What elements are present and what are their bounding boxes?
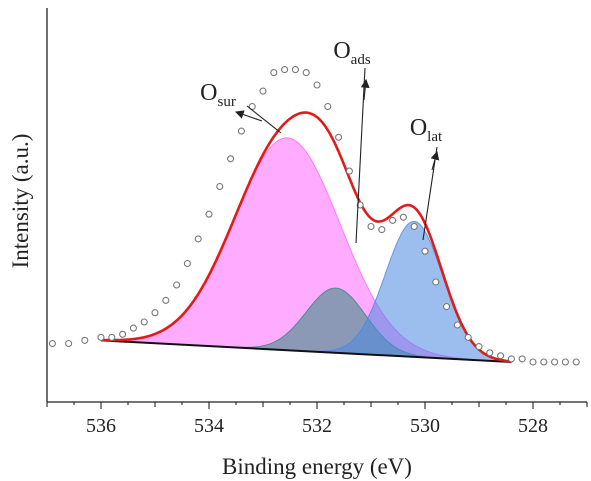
annotation-sub: ads bbox=[351, 52, 371, 68]
raw-data-point bbox=[162, 296, 170, 304]
fit-lines bbox=[100, 111, 512, 363]
raw-data-point bbox=[183, 259, 191, 268]
raw-data-point bbox=[378, 226, 386, 234]
raw-data-point bbox=[291, 66, 299, 74]
raw-data-point bbox=[237, 127, 245, 135]
baseline-line bbox=[100, 339, 512, 363]
raw-data-point bbox=[443, 303, 451, 311]
annotation-main: O bbox=[200, 80, 217, 106]
annotation-arrow-lat bbox=[422, 146, 438, 241]
x-tick-label: 528 bbox=[518, 415, 548, 437]
annotation-arrowhead-lat bbox=[430, 150, 440, 171]
raw-data-point bbox=[529, 358, 537, 366]
raw-data-point bbox=[281, 66, 289, 74]
y-axis-title: Intensity (a.u.) bbox=[8, 134, 33, 269]
raw-data-point bbox=[432, 278, 440, 286]
annotation-arrow-sur bbox=[246, 105, 282, 134]
raw-data-point bbox=[270, 69, 278, 77]
raw-data-point bbox=[464, 333, 472, 341]
raw-data-point bbox=[399, 213, 407, 221]
raw-data-point bbox=[302, 69, 310, 77]
raw-data-point bbox=[507, 355, 515, 363]
x-tick-label: 532 bbox=[302, 415, 332, 437]
raw-data-point bbox=[129, 324, 137, 332]
raw-data-point bbox=[194, 235, 202, 243]
annotation-arrowhead-ads bbox=[360, 78, 370, 101]
raw-data-point bbox=[259, 87, 267, 95]
raw-data-point bbox=[108, 333, 116, 341]
raw-data-point bbox=[216, 182, 224, 191]
raw-data-point bbox=[486, 349, 494, 357]
raw-data-point bbox=[475, 343, 483, 351]
raw-data-point bbox=[313, 81, 321, 89]
raw-data-point bbox=[324, 102, 332, 111]
raw-data-point bbox=[97, 333, 105, 341]
raw-data-points bbox=[48, 66, 580, 366]
raw-data-point bbox=[81, 336, 89, 344]
raw-data-point bbox=[335, 133, 343, 141]
annotation-main: O bbox=[333, 38, 350, 64]
x-axis-title: Binding energy (eV) bbox=[222, 454, 412, 479]
raw-data-point bbox=[410, 222, 418, 231]
raw-data-point bbox=[173, 281, 181, 289]
raw-data-point bbox=[345, 167, 353, 175]
annotation-sub: sur bbox=[218, 94, 236, 110]
annotation-label-ads: Oads bbox=[333, 38, 371, 68]
x-tick-label: 534 bbox=[194, 415, 224, 437]
raw-data-point bbox=[140, 318, 148, 326]
x-tick-label: 530 bbox=[410, 415, 440, 437]
raw-data-point bbox=[48, 339, 56, 348]
fit-envelope-line bbox=[101, 111, 512, 363]
raw-data-point bbox=[572, 358, 580, 366]
annotation-arrow-ads bbox=[355, 67, 366, 244]
raw-data-point bbox=[151, 309, 159, 317]
raw-data-point bbox=[205, 210, 213, 218]
raw-data-point bbox=[356, 201, 364, 209]
raw-data-point bbox=[518, 355, 526, 363]
raw-data-point bbox=[119, 330, 127, 338]
raw-data-point bbox=[551, 358, 559, 366]
raw-data-point bbox=[497, 352, 505, 360]
raw-data-point bbox=[367, 222, 375, 231]
raw-data-point bbox=[540, 358, 548, 366]
raw-data-point bbox=[389, 216, 397, 224]
annotation-main: O bbox=[410, 115, 427, 141]
annotation-label-lat: Olat bbox=[410, 115, 443, 145]
raw-data-point bbox=[453, 321, 461, 329]
axes: 536 534 532 530 528 Binding energy (eV) Intens… bbox=[8, 8, 588, 479]
raw-data-point bbox=[561, 358, 569, 366]
peak-areas bbox=[100, 137, 512, 363]
x-tick-label: 536 bbox=[86, 415, 116, 437]
annotation-arrowhead-sur bbox=[234, 110, 263, 122]
annotation-sub: lat bbox=[427, 129, 443, 145]
annotation-label-sur: Osur bbox=[200, 80, 236, 110]
raw-data-point bbox=[421, 247, 429, 255]
raw-data-point bbox=[227, 155, 235, 163]
raw-data-point bbox=[65, 339, 73, 348]
